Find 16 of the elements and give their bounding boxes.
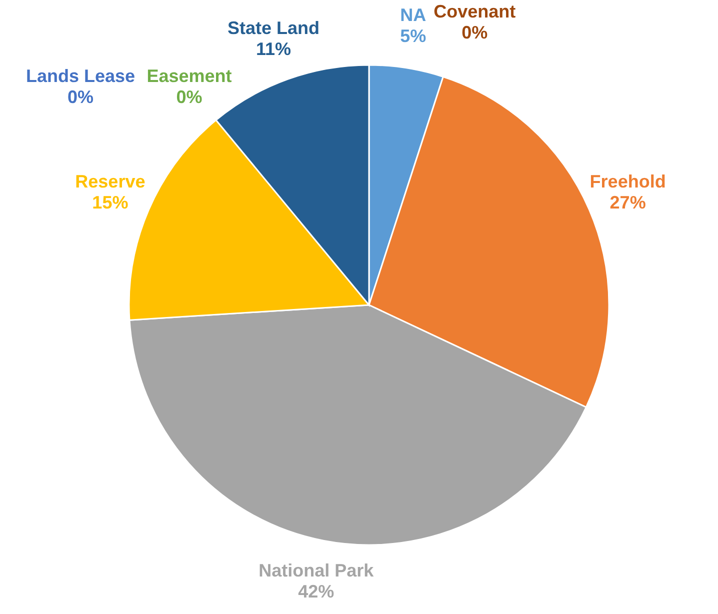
data-label: 5% <box>400 26 426 46</box>
data-label: 42% <box>298 582 334 602</box>
category-label: Lands Lease <box>26 66 136 86</box>
data-label: 27% <box>610 192 646 213</box>
category-label: Easement <box>146 66 232 86</box>
data-label: 15% <box>92 192 128 213</box>
data-label: 11% <box>256 39 291 60</box>
slice-label: Reserve <box>75 172 146 192</box>
slice-label: Freehold <box>590 172 666 192</box>
slice-label: State Land <box>227 18 320 38</box>
text: 0% <box>176 87 202 108</box>
text: 0% <box>67 87 94 108</box>
slice-label: National Park <box>258 560 375 581</box>
text: 0% <box>462 22 488 42</box>
slice-label: NA <box>400 4 426 25</box>
category-label: Covenant <box>434 2 516 22</box>
